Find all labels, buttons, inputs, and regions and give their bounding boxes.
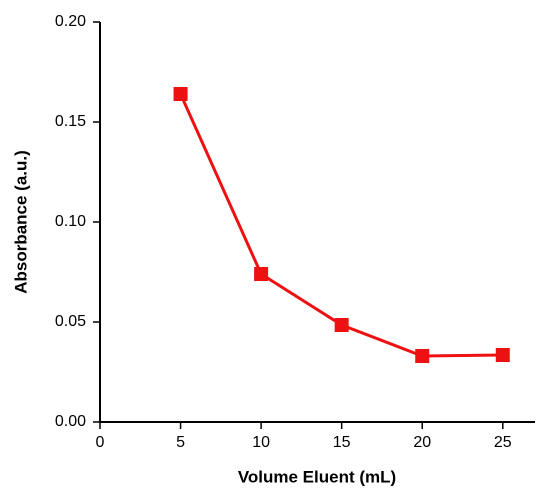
x-tick-label: 15: [333, 434, 351, 451]
y-tick-label: 0.20: [55, 13, 86, 30]
x-axis-title: Volume Eluent (mL): [238, 467, 396, 486]
marker: [254, 267, 269, 281]
y-tick-label: 0.00: [55, 413, 86, 430]
x-tick-label: 5: [176, 434, 185, 451]
marker: [173, 87, 188, 101]
y-tick-label: 0.10: [55, 213, 86, 230]
x-tick-label: 0: [96, 434, 105, 451]
y-axis-title: Absorbance (a.u.): [11, 150, 30, 294]
series-line: [179, 93, 503, 358]
y-tick-label: 0.05: [55, 313, 86, 330]
marker: [334, 318, 349, 332]
marker: [495, 348, 510, 362]
marker: [415, 349, 430, 363]
y-tick-label: 0.15: [55, 113, 86, 130]
x-tick-label: 10: [252, 434, 270, 451]
x-tick-label: 25: [494, 434, 512, 451]
x-tick-label: 20: [413, 434, 431, 451]
